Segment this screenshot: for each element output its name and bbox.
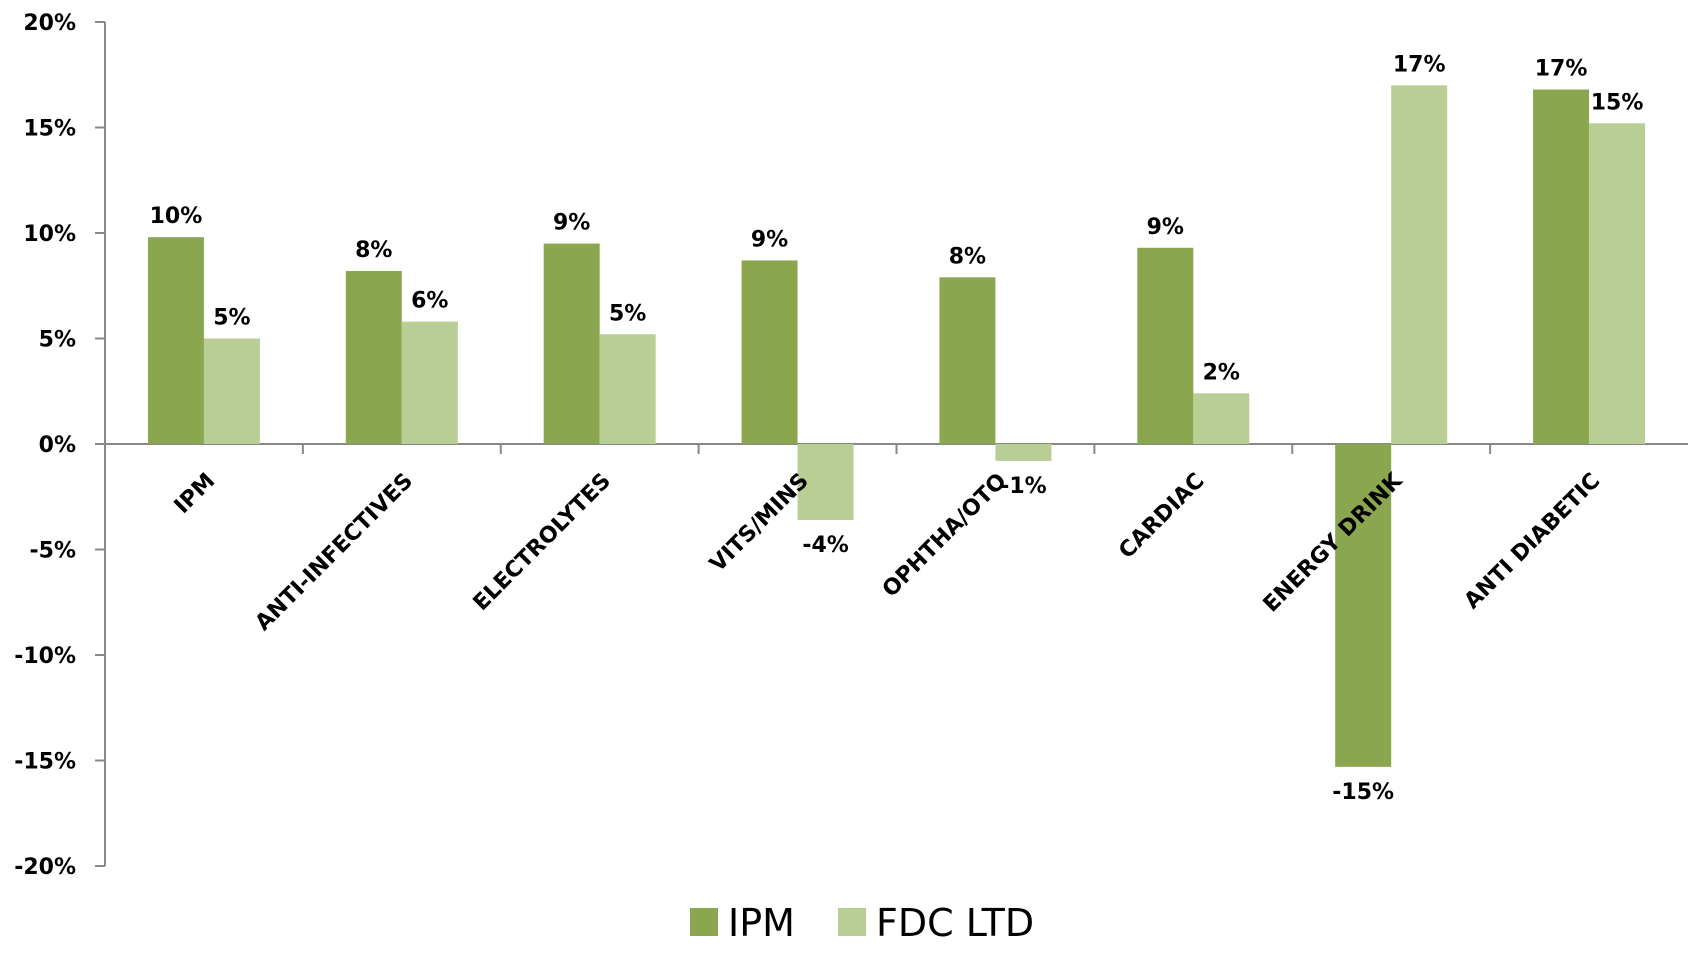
bars — [147, 85, 1646, 767]
bar-ipm-anti-infectives — [345, 270, 402, 444]
legend-label: IPM — [728, 901, 795, 945]
x-tick-label: CARDIAC — [1114, 469, 1209, 564]
data-label: 8% — [355, 238, 392, 263]
x-tick-label: OPHTHA/OTO — [878, 469, 1012, 603]
bar-fdc-ltd-anti-infectives — [401, 321, 458, 444]
bar-ipm-ipm — [147, 237, 204, 444]
legend: IPM FDC LTD — [690, 901, 1034, 945]
data-label: 9% — [751, 227, 788, 252]
data-label: 15% — [1591, 90, 1644, 115]
legend-swatch — [838, 908, 866, 936]
y-tick-label: 20% — [23, 11, 76, 36]
x-tick-label: VITS/MINS — [705, 469, 813, 577]
x-tick-label: ANTI DIABETIC — [1460, 469, 1606, 615]
bar-fdc-ltd-vits-mins — [797, 444, 854, 520]
bar-fdc-ltd-cardiac — [1193, 393, 1250, 444]
bar-ipm-anti-diabetic — [1533, 89, 1590, 445]
data-labels: 10%5%8%6%9%5%9%-4%8%-1%9%2%-15%17% 17%15% — [150, 52, 1644, 805]
bar-fdc-ltd-energy-drink — [1391, 85, 1448, 445]
data-label: 9% — [553, 211, 590, 236]
data-label: -15% — [1332, 780, 1394, 805]
data-label: -1% — [1000, 474, 1046, 499]
data-label: 9% — [1147, 215, 1184, 240]
data-label: 17% — [1393, 52, 1446, 77]
bar-ipm-energy-drink — [1335, 444, 1392, 767]
y-tick-label: 0% — [39, 433, 76, 458]
x-tick-label: ANTI-INFECTIVES — [251, 469, 418, 636]
bar-fdc-ltd-ophtha-oto — [995, 444, 1052, 461]
x-tick-label: IPM — [170, 469, 220, 519]
legend-swatch — [690, 908, 718, 936]
y-tick-label: 15% — [23, 117, 76, 142]
data-label: 5% — [213, 306, 250, 331]
bar-fdc-ltd-ipm — [203, 338, 260, 444]
data-label: 8% — [949, 244, 986, 269]
y-axis-tick-labels: 20% 15% 10% 5% 0% -5% -10% -15% -20% — [14, 11, 76, 880]
bar-ipm-cardiac — [1137, 247, 1194, 444]
y-tick-label: -5% — [30, 539, 76, 564]
bar-fdc-ltd-electrolytes — [599, 334, 656, 444]
data-label: 10% — [150, 204, 203, 229]
bar-ipm-electrolytes — [543, 243, 600, 444]
y-tick-label: 10% — [23, 222, 76, 247]
legend-label: FDC LTD — [876, 901, 1034, 945]
y-tick-label: -10% — [14, 644, 76, 669]
data-label: 17% — [1535, 57, 1588, 82]
bar-fdc-ltd-anti-diabetic — [1589, 123, 1646, 444]
data-label: 2% — [1203, 360, 1240, 385]
bar-ipm-ophtha-oto — [939, 277, 996, 444]
y-tick-label: -15% — [14, 750, 76, 775]
axes — [95, 21, 1688, 867]
bar-ipm-vits-mins — [741, 260, 798, 444]
y-tick-label: -20% — [14, 855, 76, 880]
data-label: 5% — [609, 301, 646, 326]
data-label: -4% — [802, 533, 848, 558]
y-tick-label: 5% — [39, 328, 76, 353]
x-tick-label: ELECTROLYTES — [469, 469, 616, 616]
data-label: 6% — [411, 289, 448, 314]
